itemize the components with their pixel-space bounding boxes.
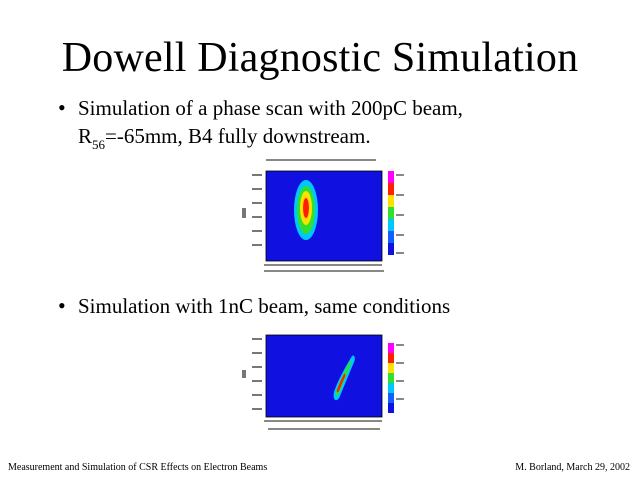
colorbar [388,171,394,255]
plot-header-text [266,159,376,161]
footer-author-date: M. Borland, March 29, 2002 [515,462,630,473]
colorbar-ticks [396,344,404,400]
heatmap-field [265,170,383,262]
slide-title: Dowell Diagnostic Simulation [61,35,579,81]
phase-scan-200pC-plot [238,158,408,276]
r-subscript: 56 [92,137,106,152]
x-axis-ticks [264,420,382,430]
bullet-dot: • [58,293,66,318]
bullet-item-2: • Simulation with 1nC beam, same conditi… [58,292,618,320]
footer-title: Measurement and Simulation of CSR Effect… [8,462,268,473]
bullet-item-1: • Simulation of a phase scan with 200pC … [58,94,618,153]
heatmap-field [265,334,383,418]
phase-scan-1nC-plot [238,330,408,440]
bullet-dot: • [58,95,66,120]
r-symbol: R [78,124,93,148]
bullet-1-line-2: R56=-65mm, B4 fully downstream. [78,122,618,153]
beam-distribution-core [336,373,346,393]
beam-distribution-core [303,198,309,218]
x-axis-ticks [264,264,384,272]
bullet-2-line-1: Simulation with 1nC beam, same condition… [78,294,451,318]
colorbar [388,343,394,413]
y-axis-ticks [242,338,262,410]
bullet-1-line-1: Simulation of a phase scan with 200pC be… [78,96,463,120]
bullet-1-line-2-text: =-65mm, B4 fully downstream. [105,124,371,148]
colorbar-ticks [396,174,404,254]
y-axis-ticks [242,174,262,246]
